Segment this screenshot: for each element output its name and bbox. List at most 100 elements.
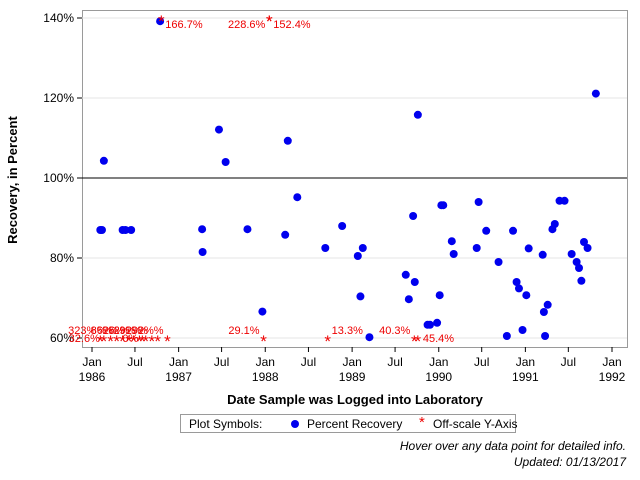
data-point[interactable] [353, 252, 362, 260]
data-point[interactable] [413, 110, 422, 119]
data-point[interactable] [433, 318, 442, 327]
off-scale-marker[interactable]: * [139, 332, 146, 351]
data-point[interactable] [512, 278, 521, 286]
data-point[interactable] [283, 136, 292, 145]
data-point[interactable] [567, 250, 576, 258]
data-point[interactable] [121, 226, 130, 234]
off-scale-marker[interactable]: * [101, 332, 108, 351]
data-point[interactable] [439, 201, 448, 210]
data-point[interactable] [258, 307, 267, 316]
off-scale-marker[interactable]: * [119, 332, 126, 351]
x-tick-label: Jan [82, 355, 101, 369]
off-scale-label: 0% [122, 333, 138, 345]
off-scale-marker[interactable]: * [136, 332, 143, 351]
data-point[interactable] [482, 226, 491, 235]
off-scale-label: 8% [91, 325, 107, 337]
off-scale-marker[interactable]: * [260, 332, 267, 351]
data-point[interactable] [577, 276, 586, 285]
x-axis-label: Date Sample was Logged into Laboratory [227, 392, 483, 407]
data-point[interactable] [449, 250, 458, 258]
data-point[interactable] [198, 225, 207, 234]
data-point[interactable] [401, 270, 410, 279]
off-scale-marker[interactable]: * [266, 12, 273, 31]
x-tick-year: 1992 [599, 370, 626, 384]
data-point[interactable] [358, 244, 367, 252]
data-point[interactable] [198, 248, 207, 256]
data-point[interactable] [560, 196, 569, 205]
off-scale-marker[interactable]: * [107, 332, 114, 351]
data-point[interactable] [97, 226, 106, 234]
x-tick-label: Jul [474, 355, 489, 369]
off-scale-label: 45.4% [423, 333, 454, 345]
off-scale-marker[interactable]: * [411, 332, 418, 351]
legend-label-percent-recovery: Percent Recovery [307, 417, 403, 431]
data-point[interactable] [281, 230, 290, 239]
data-point[interactable] [409, 212, 418, 220]
data-point[interactable] [502, 332, 511, 340]
hover-note: Hover over any data point for detailed i… [399, 439, 626, 453]
data-point[interactable] [338, 222, 347, 230]
off-scale-marker[interactable]: * [164, 332, 171, 351]
data-point[interactable] [221, 158, 230, 166]
x-tick-year: 1991 [512, 370, 539, 384]
data-point[interactable] [579, 238, 588, 246]
off-scale-marker[interactable]: * [113, 332, 120, 351]
data-point[interactable] [509, 226, 518, 235]
data-point[interactable] [474, 198, 483, 206]
y-axis-label: Recovery, in Percent [5, 116, 20, 244]
data-point[interactable] [538, 250, 547, 259]
data-point[interactable] [583, 244, 592, 252]
x-tick-label: Jan [342, 355, 361, 369]
data-point[interactable] [522, 291, 531, 300]
data-point[interactable] [156, 17, 165, 26]
data-point[interactable] [514, 284, 523, 293]
off-scale-marker[interactable]: * [415, 332, 422, 351]
data-point[interactable] [404, 295, 413, 304]
off-scale-marker[interactable]: * [266, 12, 273, 31]
data-point[interactable] [591, 89, 600, 98]
data-point[interactable] [356, 292, 365, 301]
data-point[interactable] [518, 326, 527, 334]
data-point[interactable] [293, 193, 302, 202]
data-point[interactable] [572, 258, 581, 266]
off-scale-marker[interactable]: * [142, 332, 149, 351]
off-scale-marker[interactable]: * [130, 332, 137, 351]
off-scale-marker[interactable]: * [125, 332, 132, 351]
data-point[interactable] [494, 258, 503, 266]
data-point[interactable] [214, 125, 223, 134]
plot-frame [82, 10, 628, 348]
off-scale-label: 2% [114, 325, 130, 337]
data-point[interactable] [99, 156, 108, 165]
data-point[interactable] [365, 333, 374, 342]
x-tick-label: Jan [516, 355, 535, 369]
data-point[interactable] [550, 220, 559, 228]
data-point[interactable] [543, 300, 552, 309]
data-point[interactable] [539, 308, 548, 316]
data-point[interactable] [321, 244, 330, 252]
off-scale-label: 29.1% [228, 325, 259, 337]
data-point[interactable] [541, 332, 550, 340]
data-point[interactable] [447, 237, 456, 246]
off-scale-marker[interactable]: * [148, 332, 155, 351]
data-point[interactable] [524, 244, 533, 253]
x-tick-label: Jul [214, 355, 229, 369]
off-scale-label: 9% [120, 325, 136, 337]
data-point[interactable] [425, 320, 434, 329]
data-point[interactable] [243, 225, 252, 234]
data-point[interactable] [127, 226, 136, 234]
off-scale-marker[interactable]: * [158, 12, 165, 31]
off-scale-marker[interactable]: * [97, 332, 104, 351]
data-point[interactable] [472, 244, 481, 252]
off-scale-marker[interactable]: * [324, 332, 331, 351]
data-marks: * 166.7% *228.6% * 152.4%*29.1%*13.3%*40.3%*… [68, 12, 600, 351]
y-tick-label: 80% [50, 251, 74, 265]
off-scale-label: 13.3% [332, 325, 363, 337]
x-tick-year: 1988 [252, 370, 279, 384]
data-point[interactable] [435, 291, 444, 300]
data-point[interactable] [575, 264, 584, 272]
off-scale-marker[interactable]: * [154, 332, 161, 351]
x-tick-year: 1990 [425, 370, 452, 384]
data-point[interactable] [410, 278, 419, 286]
